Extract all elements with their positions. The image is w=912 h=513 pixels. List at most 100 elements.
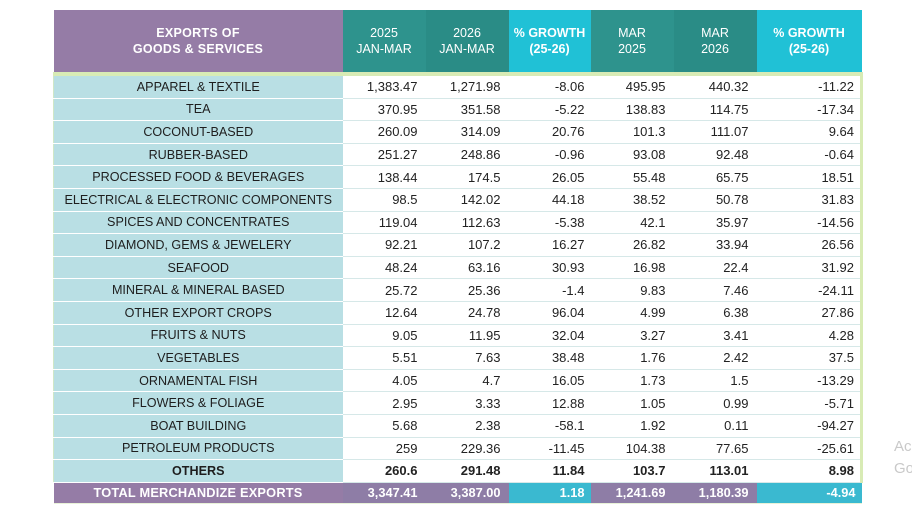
row-growth-jan-mar: -0.96 — [508, 143, 591, 167]
row-jm2025: 9.05 — [342, 324, 426, 348]
row-mar2026: 0.11 — [673, 414, 757, 438]
row-growth-jan-mar: 44.18 — [508, 188, 591, 212]
watermark-line1: Ac — [893, 438, 912, 455]
row-label: PETROLEUM PRODUCTS — [53, 437, 343, 461]
table-row: OTHER EXPORT CROPS 12.64 24.78 96.04 4.99 6.3… — [53, 301, 863, 325]
row-mar2025: 38.52 — [590, 188, 674, 212]
row-growth-jan-mar: 96.04 — [508, 301, 591, 325]
row-jm2026: 314.09 — [425, 120, 509, 144]
total-growth-mar: -4.94 — [756, 482, 862, 504]
header-growth-jan-mar: % GROWTH (25-26) — [508, 10, 591, 74]
row-jm2025: 2.95 — [342, 391, 426, 415]
row-jm2026: 142.02 — [425, 188, 509, 212]
row-label: FLOWERS & FOLIAGE — [53, 391, 343, 415]
row-jm2026: 11.95 — [425, 324, 509, 348]
row-growth-mar: -94.27 — [756, 414, 863, 438]
row-mar2026: 77.65 — [673, 437, 757, 461]
row-mar2026: 0.99 — [673, 391, 757, 415]
row-jm2026: 1,271.98 — [425, 71, 509, 99]
table-row: BOAT BUILDING 5.68 2.38 -58.1 1.92 0.11 -94.27 — [53, 414, 863, 438]
row-mar2026: 92.48 — [673, 143, 757, 167]
row-jm2025: 12.64 — [342, 301, 426, 325]
row-growth-jan-mar: 32.04 — [508, 324, 591, 348]
row-mar2025: 93.08 — [590, 143, 674, 167]
row-growth-mar: 31.83 — [756, 188, 863, 212]
table-row: DIAMOND, GEMS & JEWELERY 92.21 107.2 16.27 2… — [53, 233, 863, 257]
table-row: ORNAMENTAL FISH 4.05 4.7 16.05 1.73 1.5 -13.29 — [53, 369, 863, 393]
row-growth-mar: 9.64 — [756, 120, 863, 144]
row-label: SEAFOOD — [53, 256, 343, 280]
watermark-line2: Go — [893, 460, 912, 477]
row-growth-jan-mar: 11.84 — [508, 459, 591, 483]
row-growth-mar: 4.28 — [756, 324, 863, 348]
row-growth-jan-mar: -5.22 — [508, 98, 591, 122]
row-growth-mar: -13.29 — [756, 369, 863, 393]
table-row: SEAFOOD 48.24 63.16 30.93 16.98 22.4 31.92 — [53, 256, 863, 280]
header-mar-2026: MAR 2026 — [673, 10, 757, 74]
row-growth-mar: -5.71 — [756, 391, 863, 415]
row-label: TEA — [53, 98, 343, 122]
table-row: VEGETABLES 5.51 7.63 38.48 1.76 2.42 37.5 — [53, 346, 863, 370]
row-mar2025: 1.92 — [590, 414, 674, 438]
row-growth-mar: -11.22 — [756, 71, 863, 99]
table-row: FRUITS & NUTS 9.05 11.95 32.04 3.27 3.41 4.28 — [53, 324, 863, 348]
row-mar2025: 4.99 — [590, 301, 674, 325]
row-mar2025: 103.7 — [590, 459, 674, 483]
row-jm2026: 63.16 — [425, 256, 509, 280]
row-jm2026: 112.63 — [425, 211, 509, 235]
row-mar2025: 16.98 — [590, 256, 674, 280]
row-jm2026: 107.2 — [425, 233, 509, 257]
row-label: OTHER EXPORT CROPS — [53, 301, 343, 325]
header-category-line1: EXPORTS OF — [156, 26, 240, 40]
row-growth-jan-mar: 12.88 — [508, 391, 591, 415]
row-label: PROCESSED FOOD & BEVERAGES — [53, 165, 343, 189]
row-mar2026: 7.46 — [673, 278, 757, 302]
row-growth-jan-mar: 26.05 — [508, 165, 591, 189]
table-row: SPICES AND CONCENTRATES 119.04 112.63 -5.38… — [53, 211, 863, 235]
row-jm2026: 3.33 — [425, 391, 509, 415]
exports-table: EXPORTS OF GOODS & SERVICES 2025 JAN-MAR… — [53, 10, 863, 504]
row-growth-mar: 27.86 — [756, 301, 863, 325]
row-mar2025: 1.73 — [590, 369, 674, 393]
total-mar2026: 1,180.39 — [673, 482, 757, 504]
total-label: TOTAL MERCHANDIZE EXPORTS — [53, 482, 343, 504]
total-jm2026: 3,387.00 — [425, 482, 509, 504]
row-label: ORNAMENTAL FISH — [53, 369, 343, 393]
row-jm2025: 5.68 — [342, 414, 426, 438]
row-label: DIAMOND, GEMS & JEWELERY — [53, 233, 343, 257]
row-growth-mar: 37.5 — [756, 346, 863, 370]
row-growth-jan-mar: -8.06 — [508, 71, 591, 99]
table-row: COCONUT-BASED 260.09 314.09 20.76 101.3 111.0… — [53, 120, 863, 144]
row-growth-mar: -14.56 — [756, 211, 863, 235]
row-jm2025: 98.5 — [342, 188, 426, 212]
table-header: EXPORTS OF GOODS & SERVICES 2025 JAN-MAR… — [53, 10, 862, 74]
row-label: RUBBER-BASED — [53, 143, 343, 167]
row-jm2025: 48.24 — [342, 256, 426, 280]
overlay-watermark-text: Ac Go — [894, 436, 912, 480]
row-mar2026: 22.4 — [673, 256, 757, 280]
row-jm2026: 7.63 — [425, 346, 509, 370]
row-jm2026: 229.36 — [425, 437, 509, 461]
row-mar2026: 1.5 — [673, 369, 757, 393]
row-mar2025: 26.82 — [590, 233, 674, 257]
row-mar2025: 104.38 — [590, 437, 674, 461]
row-growth-mar: 26.56 — [756, 233, 863, 257]
row-mar2025: 101.3 — [590, 120, 674, 144]
row-label: OTHERS — [53, 459, 343, 483]
row-jm2025: 259 — [342, 437, 426, 461]
row-mar2025: 9.83 — [590, 278, 674, 302]
row-mar2026: 2.42 — [673, 346, 757, 370]
table-row: PROCESSED FOOD & BEVERAGES 138.44 174.5 26.… — [53, 165, 863, 189]
row-growth-jan-mar: 30.93 — [508, 256, 591, 280]
row-jm2025: 1,383.47 — [342, 71, 426, 99]
row-growth-mar: 31.92 — [756, 256, 863, 280]
header-category: EXPORTS OF GOODS & SERVICES — [53, 10, 343, 74]
row-mar2025: 42.1 — [590, 211, 674, 235]
total-jm2025: 3,347.41 — [342, 482, 426, 504]
row-growth-mar: -25.61 — [756, 437, 863, 461]
row-mar2026: 111.07 — [673, 120, 757, 144]
total-mar2025: 1,241.69 — [590, 482, 674, 504]
row-jm2025: 260.6 — [342, 459, 426, 483]
row-growth-jan-mar: 16.27 — [508, 233, 591, 257]
row-mar2026: 35.97 — [673, 211, 757, 235]
